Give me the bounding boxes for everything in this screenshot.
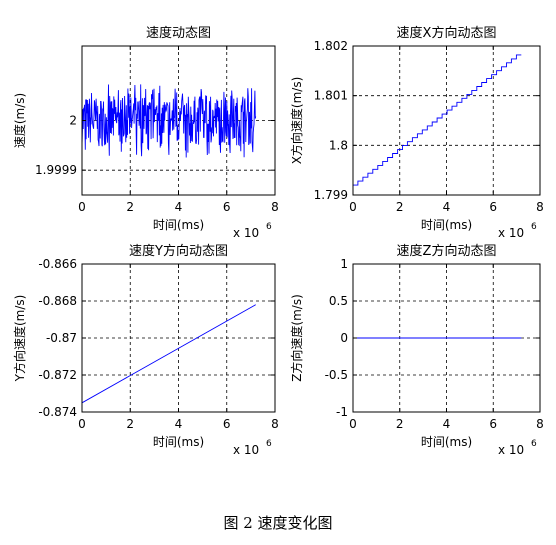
x-axis-label: 时间(ms): [153, 218, 204, 232]
y-tick-label: 2: [69, 114, 77, 128]
y-tick-label: 1.8: [329, 138, 348, 152]
x-exponent-label: x 10: [498, 443, 524, 457]
y-tick-label: 1.801: [314, 89, 348, 103]
x-tick-label: 0: [349, 200, 357, 214]
x-tick-label: 4: [443, 417, 451, 431]
x-tick-label: 4: [175, 200, 183, 214]
x-exponent-label: x 10: [498, 226, 524, 240]
y-axis-label: 速度(m/s): [12, 93, 27, 148]
x-exponent-power: 6: [531, 439, 537, 449]
x-exponent-power: 6: [266, 222, 272, 232]
series-line-1: [82, 84, 257, 158]
x-axis-label: 时间(ms): [421, 218, 472, 232]
chart-3: 0 2 4 6 8 -0.874 -0.872 -0.87 -0.868 -0.866 速度Y方向动…: [12, 243, 279, 457]
y-tick-label: 1.9999: [35, 163, 77, 177]
x-exponent-label: x 10: [233, 443, 259, 457]
y-tick-label: -0.874: [38, 405, 77, 419]
y-axis-label: Z方向速度(m/s): [289, 294, 304, 382]
x-tick-label: 8: [536, 417, 544, 431]
x-exponent-power: 6: [531, 222, 537, 232]
y-axis-label: X方向速度(m/s): [289, 77, 304, 165]
y-tick-label: 0.5: [329, 294, 348, 308]
x-tick-label: 4: [175, 417, 183, 431]
x-tick-label: 2: [396, 417, 404, 431]
chart-title: 速度动态图: [146, 25, 211, 41]
chart-title: 速度X方向动态图: [397, 25, 497, 41]
x-tick-label: 2: [396, 200, 404, 214]
x-axis-label: 时间(ms): [421, 435, 472, 449]
x-tick-label: 4: [443, 200, 451, 214]
x-tick-label: 8: [271, 200, 279, 214]
x-tick-label: 0: [349, 417, 357, 431]
y-tick-label: -0.87: [46, 331, 77, 345]
y-tick-label: -0.866: [38, 257, 77, 271]
x-tick-label: 2: [126, 200, 134, 214]
y-tick-label: 1.799: [314, 188, 348, 202]
series-line-1: [82, 304, 256, 404]
x-tick-label: 8: [536, 200, 544, 214]
x-tick-label: 6: [223, 417, 231, 431]
chart-title: 速度Z方向动态图: [397, 243, 497, 259]
x-exponent-label: x 10: [233, 226, 259, 240]
y-tick-label: -1: [336, 405, 348, 419]
series-line-1: [353, 54, 522, 186]
x-tick-label: 8: [271, 417, 279, 431]
y-tick-label: -0.5: [325, 368, 348, 382]
x-axis-label: 时间(ms): [153, 435, 204, 449]
x-tick-label: 0: [78, 200, 86, 214]
y-tick-label: 0: [340, 331, 348, 345]
y-tick-label: -0.872: [38, 368, 77, 382]
y-tick-label: 1.802: [314, 39, 348, 53]
x-tick-label: 2: [126, 417, 134, 431]
y-tick-label: 1: [340, 257, 348, 271]
figure-caption: 图 2 速度变化图: [223, 514, 333, 532]
x-tick-label: 6: [489, 417, 497, 431]
y-axis-label: Y方向速度(m/s): [12, 295, 27, 383]
chart-title: 速度Y方向动态图: [129, 243, 228, 259]
x-tick-label: 6: [223, 200, 231, 214]
x-exponent-power: 6: [266, 439, 272, 449]
y-tick-label: -0.868: [38, 294, 77, 308]
x-tick-label: 6: [489, 200, 497, 214]
x-tick-label: 0: [78, 417, 86, 431]
